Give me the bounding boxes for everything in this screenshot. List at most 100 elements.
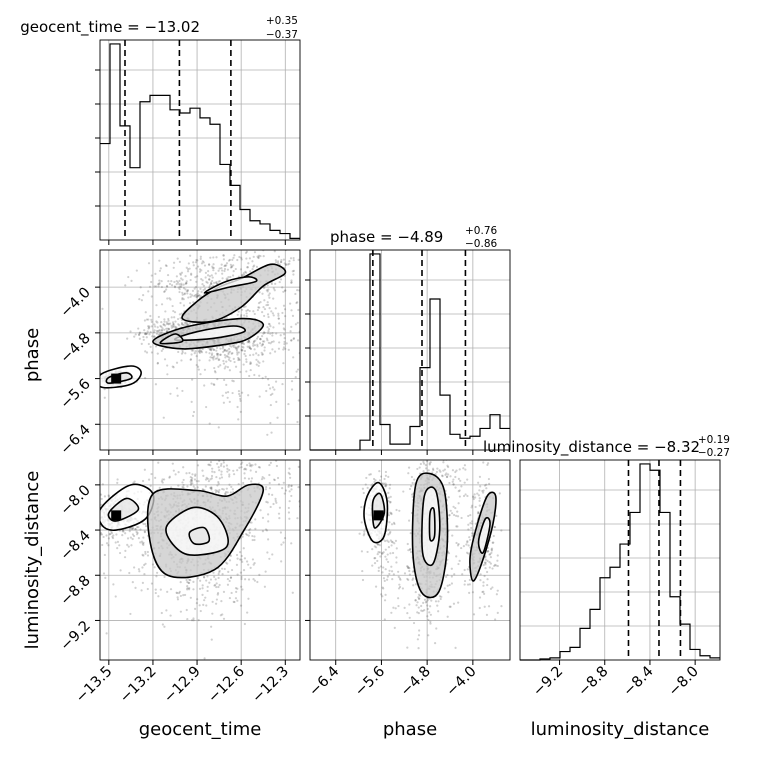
scatter-point <box>239 315 243 318</box>
scatter-point <box>255 265 259 269</box>
scatter-point <box>138 333 141 336</box>
scatter-point <box>273 350 277 353</box>
scatter-point <box>418 629 421 632</box>
scatter-point <box>303 503 305 505</box>
scatter-point <box>253 579 257 582</box>
scatter-point <box>423 608 426 612</box>
scatter-point <box>189 476 192 479</box>
scatter-point <box>252 265 255 268</box>
scatter-point <box>383 579 386 583</box>
scatter-point <box>232 380 235 383</box>
scatter-point <box>166 373 169 376</box>
scatter-point <box>278 280 281 284</box>
scatter-point <box>433 642 437 645</box>
scatter-point <box>411 495 414 498</box>
scatter-point <box>142 543 145 546</box>
scatter-point <box>163 328 166 331</box>
scatter-point <box>238 466 241 469</box>
xlabel-luminosity-distance: luminosity_distance <box>531 719 710 740</box>
scatter-point <box>161 327 164 330</box>
scatter-point <box>418 452 420 454</box>
scatter-point <box>191 473 194 476</box>
scatter-point <box>274 307 277 310</box>
scatter-point <box>237 310 240 313</box>
scatter-point <box>146 587 149 591</box>
scatter-point <box>175 591 178 594</box>
scatter-point <box>201 593 204 596</box>
scatter-point <box>248 345 251 348</box>
scatter-point <box>150 582 154 585</box>
scatter-point <box>436 467 439 470</box>
scatter-point <box>365 260 367 262</box>
scatter-point <box>212 266 215 270</box>
scatter-point <box>481 590 484 594</box>
scatter-point <box>287 402 290 406</box>
scatter-point <box>96 517 98 519</box>
scatter-point <box>267 294 270 297</box>
scatter-point <box>304 254 306 256</box>
scatter-point <box>292 269 296 272</box>
scatter-point <box>252 578 255 581</box>
scatter-point <box>286 263 290 266</box>
scatter-point <box>414 590 417 594</box>
scatter-point <box>417 606 420 609</box>
scatter-point <box>282 304 286 307</box>
scatter-point <box>248 339 251 343</box>
scatter-point <box>180 271 184 274</box>
scatter-point <box>263 331 266 334</box>
scatter-point <box>314 268 316 270</box>
scatter-point <box>235 347 238 351</box>
scatter-point <box>264 528 268 531</box>
scatter-point <box>216 352 219 355</box>
scatter-point <box>172 323 175 326</box>
scatter-point <box>220 455 222 457</box>
scatter-point <box>382 577 386 580</box>
scatter-point <box>246 308 250 312</box>
scatter-point <box>186 585 189 588</box>
scatter-point <box>430 599 433 602</box>
scatter-point <box>146 550 149 554</box>
scatter-point <box>402 490 405 493</box>
density-peak <box>373 510 384 521</box>
scatter-point <box>193 478 197 481</box>
scatter-point <box>211 266 214 270</box>
scatter-point <box>121 530 124 533</box>
scatter-point <box>251 260 254 263</box>
scatter-point <box>230 485 233 488</box>
scatter-point <box>463 579 467 583</box>
scatter-point <box>252 353 255 356</box>
scatter-point <box>173 285 176 288</box>
scatter-point <box>258 466 261 469</box>
scatter-point <box>249 347 253 351</box>
scatter-point <box>232 357 235 360</box>
scatter-point <box>237 482 240 486</box>
scatter-point <box>173 311 177 314</box>
scatter-point <box>253 535 256 538</box>
title-luminosity-distance-plus: +0.19 <box>698 434 730 446</box>
scatter-point <box>203 368 207 371</box>
scatter-point <box>210 488 213 491</box>
title-geocent-time-main: geocent_time <box>20 18 122 37</box>
scatter-point <box>178 324 181 327</box>
scatter-point <box>163 320 166 323</box>
scatter-point <box>154 272 157 275</box>
scatter-point <box>495 593 498 596</box>
scatter-point <box>221 269 224 272</box>
scatter-point <box>239 604 243 607</box>
scatter-point <box>443 587 446 590</box>
scatter-point <box>258 342 262 345</box>
scatter-point <box>293 435 295 437</box>
scatter-point <box>147 342 150 346</box>
scatter-point <box>377 543 380 546</box>
scatter-point <box>279 334 282 337</box>
scatter-point <box>325 355 327 357</box>
scatter-point <box>225 349 228 353</box>
scatter-point <box>185 472 188 475</box>
scatter-point <box>392 573 395 576</box>
scatter-point <box>160 280 163 283</box>
scatter-point <box>209 441 211 443</box>
scatter-point <box>262 314 266 318</box>
scatter-point <box>283 536 287 540</box>
scatter-point <box>231 391 234 395</box>
scatter-point <box>226 577 230 581</box>
